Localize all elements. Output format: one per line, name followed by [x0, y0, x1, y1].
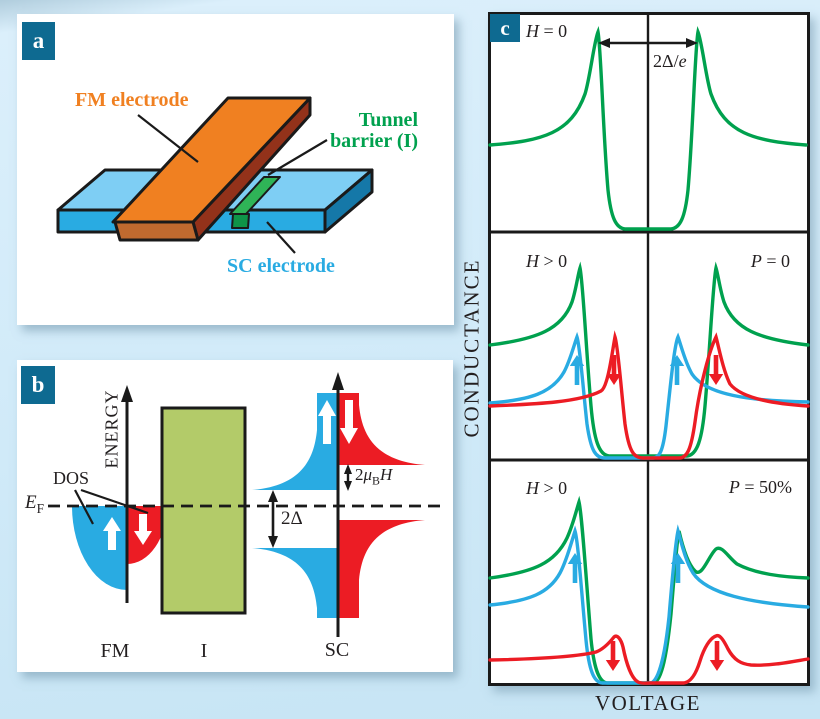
zeeman-mu: μ [363, 465, 373, 484]
sc-slab-right-face [323, 168, 374, 234]
sc-spin-up-upper-lobe [252, 393, 338, 490]
insulator-bottom-label: I [200, 640, 208, 662]
sc-bottom-label: SC [324, 639, 350, 661]
gap-voltage-arrow-head-left [598, 38, 610, 48]
field-label-p50: H > 0 [526, 479, 567, 498]
fm-pointer-line [137, 114, 199, 163]
panel-a-letter: a [22, 22, 55, 60]
fm-bar-end-face [113, 220, 200, 242]
gap-label: 2Δ [281, 508, 303, 529]
field-rest-h0: = 0 [539, 21, 568, 41]
field-var-p50: H [526, 478, 539, 498]
field-var-p0: H [526, 251, 539, 271]
gap-arrow-head-top [268, 490, 278, 502]
panel-c: c H = 0 2Δ/e H > 0 P = 0 H > 0 P = 50% [488, 12, 810, 686]
field-rest-p0: > 0 [539, 251, 568, 271]
spin-down-arrow-p0-right [708, 355, 724, 385]
fm-bottom-label: FM [100, 640, 130, 662]
zeeman-label: 2μBH [355, 466, 392, 487]
field-rest-p50: > 0 [539, 478, 568, 498]
gap-electron-charge: e [678, 51, 687, 71]
dos-pointer-line-1 [74, 489, 94, 525]
sc-spin-up-lower-lobe [252, 548, 338, 618]
conductance-plots [488, 12, 810, 686]
tunnel-barrier-label-line2: barrier (I) [330, 130, 418, 152]
dos-label: DOS [53, 468, 90, 488]
gap-voltage-label: 2Δ/e [653, 52, 687, 71]
field-var-h0: H [526, 21, 539, 41]
sc-spin-down-arrow [340, 400, 358, 444]
panel-b-letter: b [21, 366, 55, 404]
spin-down-arrow-p50-left [605, 641, 621, 671]
zeeman-arrow-head-bottom [344, 481, 352, 491]
field-label-p0: H > 0 [526, 252, 567, 271]
spin-down-arrow-p0-left [606, 355, 622, 385]
fm-electrode-label: FM electrode [75, 89, 189, 111]
zeeman-prefix: 2 [355, 465, 364, 484]
fermi-subscript: F [36, 500, 45, 516]
tunnel-junction-3d-drawing [56, 96, 374, 254]
conductance-axis-label: CONDUCTANCE [459, 258, 484, 438]
fm-bar-top-face [111, 96, 312, 224]
gap-voltage-arrow-head-right [686, 38, 698, 48]
zeeman-subscript: B [372, 473, 380, 488]
gap-arrow-head-bottom [268, 536, 278, 548]
spin-up-arrow-p50-left [567, 553, 583, 583]
polarization-var-p50: P [728, 477, 740, 497]
dos-pointer-line-2 [80, 488, 149, 515]
spin-up-arrow-p0-right [669, 355, 685, 385]
sc-spin-up-arrow [318, 400, 336, 444]
tunnel-barrier-label-line1: Tunnel [358, 109, 418, 131]
polarization-rest-p50: = 50% [739, 477, 792, 497]
zeeman-suffix: H [379, 465, 393, 484]
panel-b: b ENERGY DOS EF 2Δ 2μBH FM I SC [17, 360, 453, 672]
energy-diagram [48, 372, 440, 637]
gap-prefix: 2Δ/ [653, 51, 679, 71]
polarization-label-p50: P = 50% [729, 478, 792, 497]
total-conductance-curve-p0 [488, 261, 810, 458]
total-conductance-curve-h0 [488, 25, 808, 231]
tunnel-pointer-line [267, 139, 328, 176]
field-label-h0: H = 0 [526, 22, 567, 41]
voltage-axis-label: VOLTAGE [594, 691, 702, 715]
energy-axis-arrowhead [121, 385, 133, 402]
polarization-var-p0: P [750, 251, 762, 271]
sc-axis-arrowhead [332, 372, 344, 390]
energy-axis-label: ENERGY [101, 389, 122, 469]
insulator-barrier-rect [160, 406, 247, 615]
fm-spin-up-arrow [103, 517, 121, 550]
spin-up-arrow-p50-right [670, 553, 686, 583]
fm-spin-down-arrow [134, 514, 152, 545]
tunnel-barrier-label: Tunnel barrier (I) [330, 110, 418, 152]
spin-down-curve-p50 [488, 633, 810, 685]
fermi-symbol: E [25, 492, 37, 513]
fm-spin-up-dos [72, 506, 127, 590]
sc-electrode-label: SC electrode [227, 255, 335, 277]
polarization-rest-p0: = 0 [761, 251, 790, 271]
tunnel-barrier-front-edge [231, 213, 250, 229]
fermi-level-label: EF [25, 493, 44, 516]
sc-spin-down-lower-lobe [338, 520, 425, 618]
spin-up-arrow-p0-left [569, 355, 585, 385]
panel-c-letter: c [490, 14, 520, 42]
polarization-label-p0: P = 0 [751, 252, 790, 271]
sc-spin-down-upper-lobe [338, 393, 425, 465]
panel-a: a FM electrode Tunnel barrier (I) SC ele… [17, 14, 454, 325]
spin-down-curve-p0 [488, 330, 810, 460]
spin-down-arrow-p50-right [709, 641, 725, 671]
zeeman-arrow-head-top [344, 464, 352, 474]
sc-pointer-line [266, 221, 296, 254]
